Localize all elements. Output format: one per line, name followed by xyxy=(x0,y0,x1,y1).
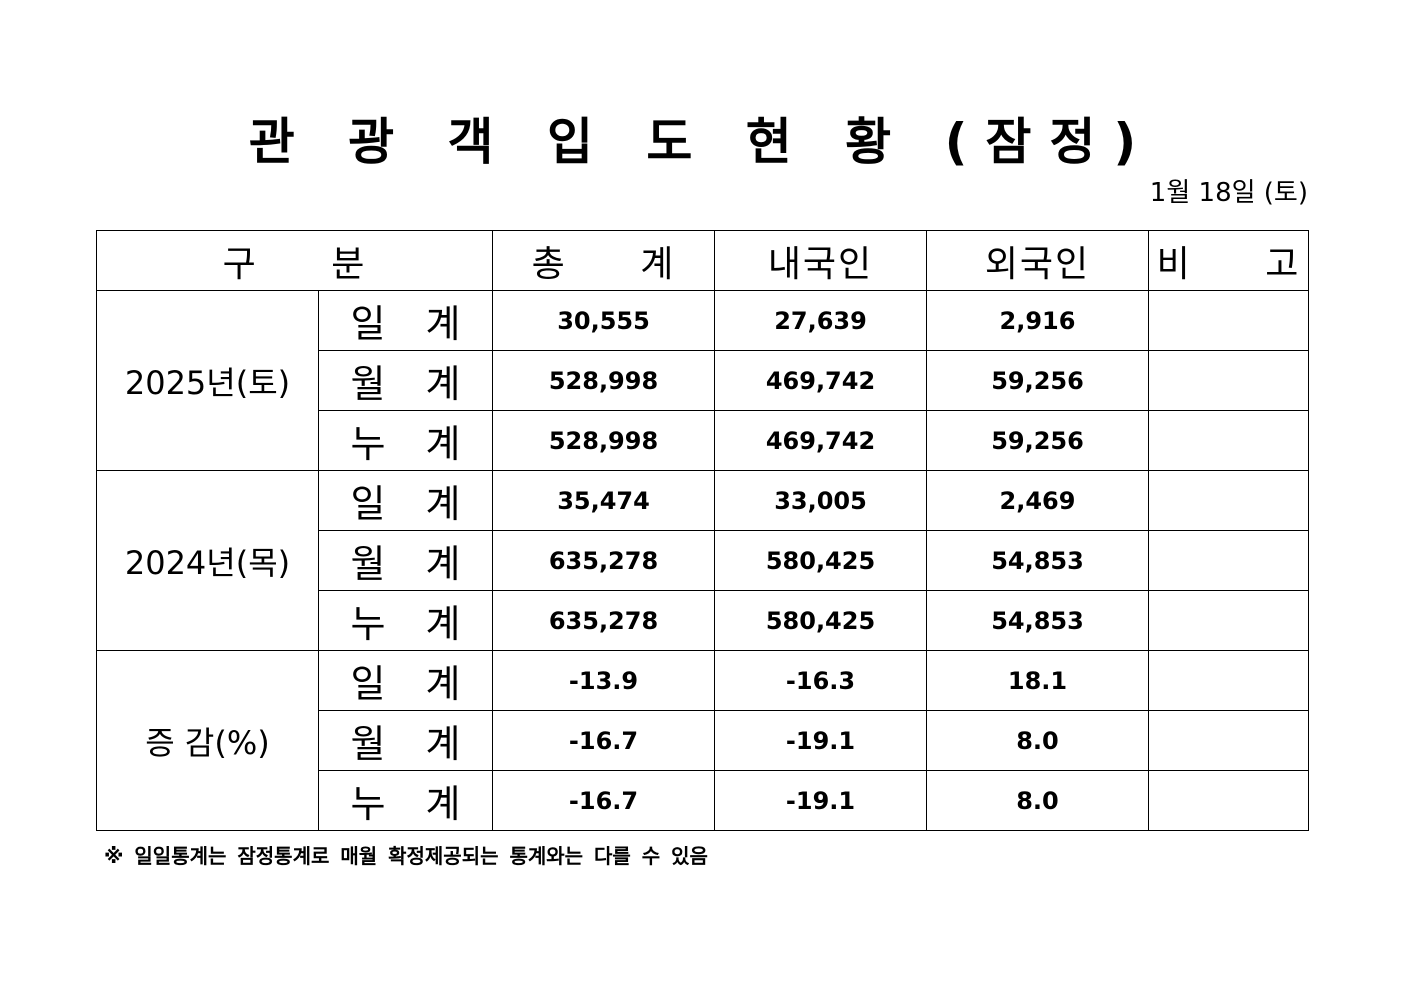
row-label: 누 계 xyxy=(318,770,493,831)
row-label: 월 계 xyxy=(318,350,493,411)
cell-total: 528,998 xyxy=(492,410,715,471)
cell-domestic: -19.1 xyxy=(714,710,927,771)
cell-foreign: 54,853 xyxy=(926,530,1149,591)
cell-remarks xyxy=(1148,590,1309,651)
cell-foreign: 59,256 xyxy=(926,350,1149,411)
cell-total: 528,998 xyxy=(492,350,715,411)
table-row: 월 계 635,278 580,425 54,853 xyxy=(97,530,1309,591)
table-row: 2025년(토) 일 계 30,555 27,639 2,916 xyxy=(96,290,1309,471)
report-date: 1월 18일 (토) xyxy=(1149,178,1308,208)
row-label: 월 계 xyxy=(318,710,493,771)
row-label: 누 계 xyxy=(318,410,493,471)
table-row: 증 감(%) 일 계 -13.9 -16.3 18.1 xyxy=(96,650,1309,831)
cell-foreign: 18.1 xyxy=(926,650,1149,711)
row-label: 일 계 xyxy=(318,290,493,351)
table-header-row: 구 분 총 계 내국인 외국인 비 고 xyxy=(96,230,1309,291)
header-foreign: 외국인 xyxy=(926,230,1149,291)
cell-foreign: 8.0 xyxy=(926,710,1149,771)
header-remarks: 비 고 xyxy=(1148,230,1309,291)
cell-total: -16.7 xyxy=(492,770,715,831)
cell-remarks xyxy=(1148,470,1309,531)
cell-remarks xyxy=(1148,290,1309,351)
cell-total: -13.9 xyxy=(492,650,715,711)
cell-remarks xyxy=(1148,530,1309,591)
cell-domestic: 469,742 xyxy=(714,410,927,471)
cell-domestic: -16.3 xyxy=(714,650,927,711)
cell-foreign: 2,469 xyxy=(926,470,1149,531)
cell-domestic: -19.1 xyxy=(714,770,927,831)
table-row: 누 계 635,278 580,425 54,853 xyxy=(97,590,1309,651)
cell-remarks xyxy=(1148,650,1309,711)
visitor-statistics-table: 구 분 총 계 내국인 외국인 비 고 2025년(토) 일 계 30,555 … xyxy=(96,230,1309,831)
cell-remarks xyxy=(1148,770,1309,831)
row-label: 일 계 xyxy=(318,470,493,531)
cell-total: 35,474 xyxy=(492,470,715,531)
group-label-2025: 2025년(토) xyxy=(96,290,319,471)
cell-remarks xyxy=(1148,350,1309,411)
cell-total: 635,278 xyxy=(492,590,715,651)
cell-total: 635,278 xyxy=(492,530,715,591)
table-row: 누 계 -16.7 -19.1 8.0 xyxy=(97,770,1309,831)
cell-domestic: 580,425 xyxy=(714,590,927,651)
footnote: ※ 일일통계는 잠정통계로 매월 확정제공되는 통계와는 다를 수 있음 xyxy=(104,844,708,868)
table-row: 월 계 -16.7 -19.1 8.0 xyxy=(97,710,1309,771)
header-domestic: 내국인 xyxy=(714,230,927,291)
cell-foreign: 59,256 xyxy=(926,410,1149,471)
table-row: 2024년(목) 일 계 35,474 33,005 2,469 xyxy=(96,470,1309,651)
cell-domestic: 27,639 xyxy=(714,290,927,351)
cell-foreign: 2,916 xyxy=(926,290,1149,351)
header-total: 총 계 xyxy=(492,230,715,291)
group-label-change: 증 감(%) xyxy=(96,650,319,831)
cell-total: 30,555 xyxy=(492,290,715,351)
cell-domestic: 33,005 xyxy=(714,470,927,531)
group-label-2024: 2024년(목) xyxy=(96,470,319,651)
cell-domestic: 580,425 xyxy=(714,530,927,591)
row-label: 누 계 xyxy=(318,590,493,651)
cell-total: -16.7 xyxy=(492,710,715,771)
cell-foreign: 8.0 xyxy=(926,770,1149,831)
cell-domestic: 469,742 xyxy=(714,350,927,411)
row-label: 일 계 xyxy=(318,650,493,711)
document-title: 관 광 객 입 도 현 황 (잠정) xyxy=(248,113,1155,171)
header-category: 구 분 xyxy=(96,230,493,291)
table-row: 누 계 528,998 469,742 59,256 xyxy=(97,410,1309,471)
cell-foreign: 54,853 xyxy=(926,590,1149,651)
cell-remarks xyxy=(1148,410,1309,471)
row-label: 월 계 xyxy=(318,530,493,591)
cell-remarks xyxy=(1148,710,1309,771)
